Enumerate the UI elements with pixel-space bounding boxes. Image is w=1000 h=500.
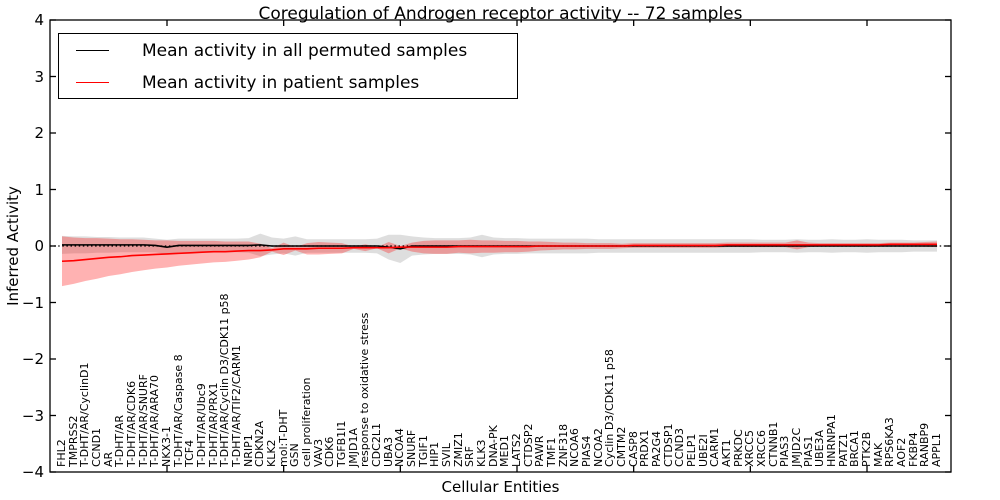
y-tick-label: −2 [21,350,44,368]
y-tick-label: 3 [34,67,44,86]
legend-row-permuted: Mean activity in all permuted samples [59,35,517,66]
y-tick-label: −1 [21,293,44,312]
y-tick-label: −4 [21,463,44,481]
legend-label-permuted: Mean activity in all permuted samples [142,40,468,61]
x-axis-label: Cellular Entities [441,478,560,496]
x-category-label: APPL1 [930,433,943,467]
legend-label-patient: Mean activity in patient samples [142,72,420,93]
y-tick-label: 4 [34,11,44,29]
legend-row-patient: Mean activity in patient samples [59,67,517,98]
chart-title: Coregulation of Androgen receptor activi… [258,4,743,24]
y-tick-label: 1 [34,180,44,199]
patient-line-sample-icon [76,82,109,83]
permuted-line-sample-icon [76,50,109,51]
y-tick-label: 2 [34,124,44,142]
y-tick-label: 0 [34,237,44,255]
legend: Mean activity in all permuted samples Me… [58,33,518,99]
y-tick-label: −3 [21,406,44,425]
